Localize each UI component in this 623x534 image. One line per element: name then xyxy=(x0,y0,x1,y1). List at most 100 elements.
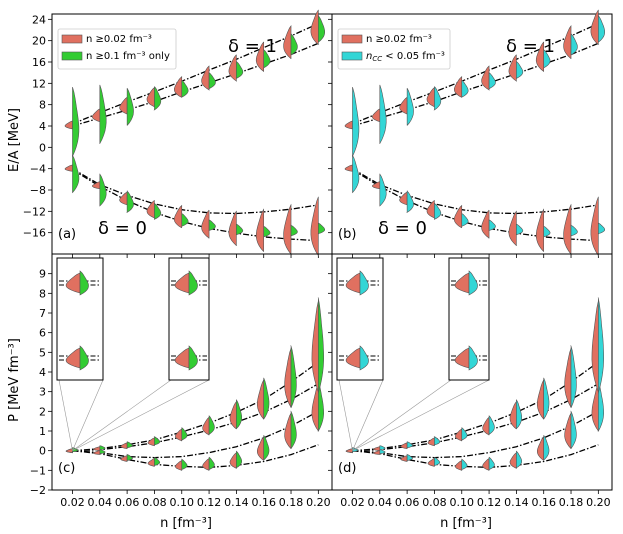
legend-label-green-a: n ≥0.1 fm⁻³ only xyxy=(86,51,170,62)
x-tick-label-d-0: 0.02 xyxy=(340,496,365,509)
violin-left-pressure-neutron-c-0 xyxy=(65,448,73,454)
violin-right-delta1-b-0 xyxy=(352,86,360,157)
violin-left-delta1-a-4 xyxy=(174,76,183,98)
x-tick-label-d-5: 0.12 xyxy=(477,496,502,509)
inset-violin-left-c-1-0 xyxy=(174,272,190,294)
violin-right-pressure-symmetric-d-4 xyxy=(461,458,468,470)
violin-right-pressure-symmetric-d-3 xyxy=(434,457,441,466)
delta-0-annotation-a: δ = 0 xyxy=(98,218,147,239)
violin-right-pressure-symmetric-c-3 xyxy=(154,457,161,466)
inset-violin-left-c-1-1 xyxy=(174,347,190,369)
violin-left-delta0-b-1 xyxy=(371,181,381,190)
zoom-line-a-d-0 xyxy=(338,379,353,451)
violin-right-delta1-a-5 xyxy=(208,71,216,90)
zoom-line-a-c-0 xyxy=(58,379,73,451)
legend-label-red-b: n ≥0.02 fm⁻³ xyxy=(366,34,432,45)
y-tick-label-c-6: 4 xyxy=(39,366,46,379)
violin-right-delta1-b-3 xyxy=(433,86,442,111)
violin-right-pressure-neutron-d-2 xyxy=(406,441,413,449)
violin-right-pressure-neutron-c-7 xyxy=(263,377,270,420)
violin-right-delta0-a-2 xyxy=(126,190,134,213)
panel-b xyxy=(328,9,613,258)
violin-left-pressure-symmetric-d-5 xyxy=(482,458,490,472)
violin-right-delta1-a-3 xyxy=(153,86,162,111)
violin-left-delta1-a-2 xyxy=(119,96,128,116)
y-tick-label-c-3: 1 xyxy=(39,425,46,438)
violin-left-pressure-neutron-c-9 xyxy=(311,300,319,393)
violin-right-delta0-a-1 xyxy=(99,173,107,207)
pressure-band-upper-1-c xyxy=(72,410,319,459)
y-tick-label-c-5: 3 xyxy=(39,386,46,399)
violin-right-pressure-neutron-d-8 xyxy=(570,345,577,409)
violin-left-delta0-a-6 xyxy=(228,210,238,246)
y-tick-label-a-6: 8 xyxy=(39,99,46,112)
violin-right-pressure-neutron-c-3 xyxy=(153,436,161,446)
zoom-line-a-c-1 xyxy=(72,379,172,451)
violin-right-pressure-symmetric-d-8 xyxy=(570,410,577,449)
violin-left-pressure-neutron-d-4 xyxy=(455,428,463,442)
inset-violin-right-d-0-0 xyxy=(359,270,369,296)
violin-left-pressure-neutron-d-7 xyxy=(537,379,545,420)
violin-right-pressure-symmetric-c-9 xyxy=(317,381,325,432)
violin-right-pressure-neutron-c-8 xyxy=(290,345,297,409)
band-lower-delta0-a xyxy=(72,169,319,242)
violin-left-delta0-b-6 xyxy=(508,210,518,246)
pressure-band-upper-0-d xyxy=(352,361,599,452)
violin-left-delta1-b-9 xyxy=(590,9,599,46)
y-tick-label-a-9: 20 xyxy=(32,35,46,48)
violin-left-pressure-neutron-d-9 xyxy=(591,300,599,393)
violin-right-delta1-b-6 xyxy=(516,61,524,79)
violin-left-pressure-neutron-d-8 xyxy=(564,348,572,408)
y-tick-label-a-4: 0 xyxy=(39,141,46,154)
violin-right-pressure-symmetric-d-9 xyxy=(597,381,605,432)
violin-left-delta0-b-5 xyxy=(481,209,490,239)
violin-right-pressure-symmetric-c-2 xyxy=(126,453,133,462)
violin-left-pressure-symmetric-c-2 xyxy=(120,454,128,462)
violin-right-pressure-neutron-c-6 xyxy=(236,399,242,429)
violin-right-pressure-neutron-c-9 xyxy=(317,297,325,394)
band-lower-delta1-b xyxy=(352,42,599,127)
violin-right-delta1-b-9 xyxy=(597,15,605,43)
violin-left-delta1-b-2 xyxy=(399,96,408,116)
legend-swatch-red-b xyxy=(341,34,363,44)
violin-left-delta0-a-8 xyxy=(283,203,292,255)
band-upper-delta1-b xyxy=(352,23,599,125)
y-tick-label-c-0: −2 xyxy=(30,484,46,497)
pressure-band-upper-0-c xyxy=(72,361,319,452)
violin-right-pressure-neutron-d-1 xyxy=(379,445,386,451)
violin-left-pressure-neutron-c-3 xyxy=(147,437,155,447)
x-tick-label-d-9: 0.20 xyxy=(586,496,611,509)
delta-0-annotation-b: δ = 0 xyxy=(378,218,427,239)
y-tick-label-a-5: 4 xyxy=(39,120,46,133)
violin-left-pressure-symmetric-c-8 xyxy=(284,413,292,449)
band-lower-delta0-b xyxy=(352,169,599,242)
delta-1-annotation-b: δ = 1 xyxy=(506,36,555,57)
violin-left-delta1-a-5 xyxy=(201,65,211,91)
violin-left-delta0-b-2 xyxy=(399,191,408,206)
violin-right-pressure-symmetric-c-5 xyxy=(208,456,215,471)
panel-a: −16 −12 −8 −4 0 4 8 12 16 20 24 xyxy=(23,9,333,258)
violin-left-delta1-a-0 xyxy=(64,120,74,130)
violin-right-delta0-b-4 xyxy=(461,212,469,227)
violin-right-pressure-symmetric-c-4 xyxy=(181,458,188,470)
violin-right-delta0-b-6 xyxy=(516,223,524,236)
inset-violin-right-c-0-1 xyxy=(79,345,89,371)
band-upper-delta1-a xyxy=(72,23,319,125)
violin-left-pressure-symmetric-c-3 xyxy=(147,458,155,467)
violin-left-pressure-symmetric-c-6 xyxy=(229,451,237,470)
pressure-band-lower-0-c xyxy=(72,383,319,452)
violin-right-delta1-a-4 xyxy=(181,79,189,98)
violin-left-delta0-a-7 xyxy=(255,208,265,252)
violin-left-pressure-symmetric-d-1 xyxy=(373,450,381,455)
violin-left-delta0-b-4 xyxy=(454,204,463,229)
violin-right-delta1-a-6 xyxy=(236,61,244,79)
zoom-line-b-c-1 xyxy=(72,379,210,451)
inset-violin-right-c-1-1 xyxy=(188,345,198,371)
violin-left-pressure-neutron-d-3 xyxy=(427,437,435,447)
violin-right-delta1-b-7 xyxy=(543,48,551,69)
violin-left-pressure-symmetric-d-7 xyxy=(537,436,545,461)
x-tick-label-c-0: 0.02 xyxy=(60,496,85,509)
panel-label-b: (b) xyxy=(338,227,356,242)
